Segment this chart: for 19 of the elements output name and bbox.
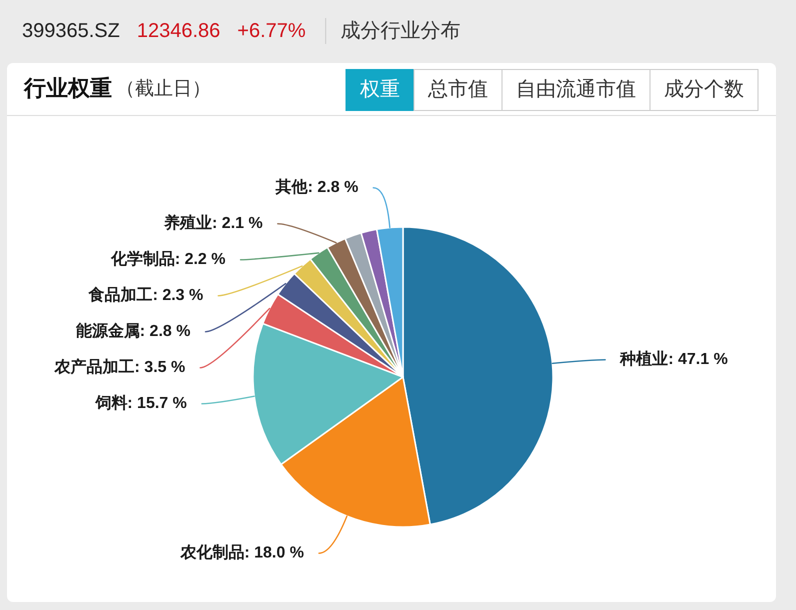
- text: +6.77%: [237, 20, 306, 42]
- chart-subtitle: （截止日）: [116, 78, 211, 100]
- slice-label: 饲料: 15.7 %: [94, 394, 187, 412]
- chart-title: 行业权重: [23, 76, 112, 100]
- text: 总市值: [427, 78, 488, 100]
- text: 自由流通市值: [516, 78, 636, 100]
- slice-label: 化学制品: 2.2 %: [110, 250, 226, 268]
- slice-label: 农化制品: 18.0 %: [179, 544, 304, 562]
- slice-label: 其他: 2.8 %: [274, 178, 358, 196]
- slice-label: 农产品加工: 3.5 %: [54, 358, 186, 376]
- text: 成分个数: [664, 78, 744, 100]
- text: 权重: [359, 78, 400, 100]
- text: 成分行业分布: [340, 20, 461, 42]
- slice-label: 能源金属: 2.8 %: [76, 322, 190, 340]
- slice-label: 食品加工: 2.3 %: [88, 286, 204, 304]
- slice-label: 种植业: 47.1 %: [619, 350, 728, 368]
- slice-label: 养殖业: 2.1 %: [163, 213, 263, 232]
- text: 12346.86: [136, 20, 220, 42]
- text: 399365.SZ: [22, 20, 120, 42]
